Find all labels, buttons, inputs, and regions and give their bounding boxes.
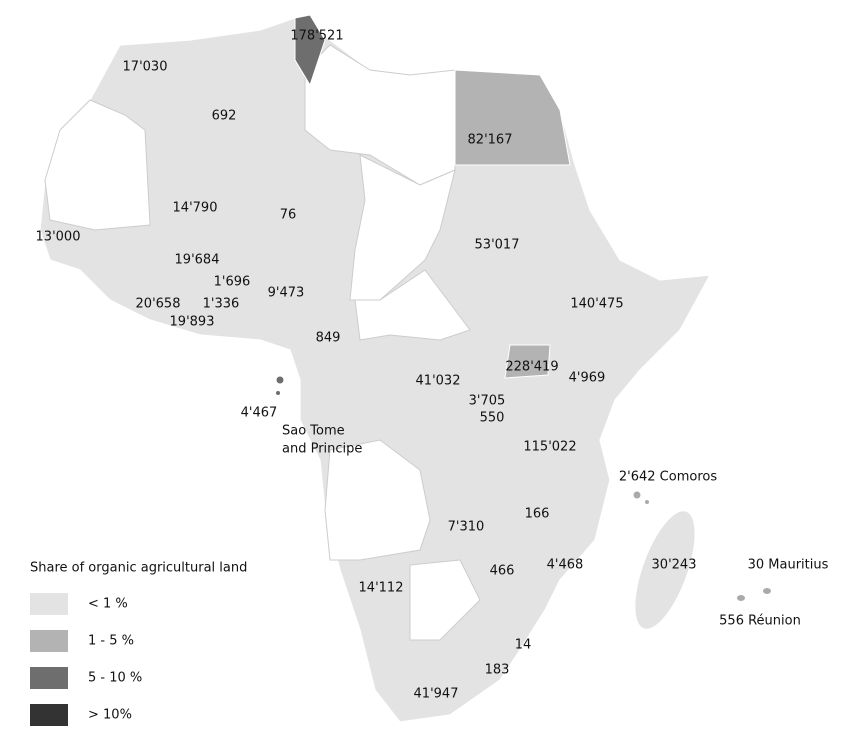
mauritius <box>763 588 771 594</box>
comoros <box>633 491 641 499</box>
region-label: 849 <box>316 331 341 346</box>
madagascar <box>635 511 695 629</box>
botswana <box>409 559 481 641</box>
region-label: 41'032 <box>416 374 461 389</box>
region-label: 4'467 <box>241 406 278 421</box>
region-label: 228'419 <box>505 360 558 375</box>
region-label: 82'167 <box>468 133 513 148</box>
region-label: 53'017 <box>475 238 520 253</box>
region-label: 76 <box>280 208 297 223</box>
region-label: 2'642 Comoros <box>619 470 717 485</box>
region-label: 166 <box>525 507 550 522</box>
region-label: 19'684 <box>175 253 220 268</box>
legend-swatch <box>30 630 68 652</box>
region-label: 556 Réunion <box>719 614 801 629</box>
region-label: 41'947 <box>414 687 459 702</box>
mauritania <box>44 99 151 231</box>
region-label: 140'475 <box>570 297 623 312</box>
legend-title: Share of organic agricultural land <box>30 561 247 576</box>
region-label: 183 <box>485 663 510 678</box>
region-label: 3'705 <box>469 394 506 409</box>
region-label: 1'336 <box>203 297 240 312</box>
legend-swatch <box>30 667 68 689</box>
region-label: 7'310 <box>448 520 485 535</box>
region-label: 115'022 <box>523 440 576 455</box>
region-label: 178'521 <box>290 29 343 44</box>
region-label: 692 <box>212 109 237 124</box>
region-label: 19'893 <box>170 315 215 330</box>
region-label: 20'658 <box>136 297 181 312</box>
region-label: 30'243 <box>652 558 697 573</box>
legend-swatch <box>30 704 68 726</box>
region-label: and Principe <box>282 442 362 457</box>
legend-label: > 10% <box>88 708 132 723</box>
region-label: 550 <box>480 411 505 426</box>
chad <box>349 154 456 301</box>
region-label: 14 <box>515 638 532 653</box>
legend-label: < 1 % <box>88 597 128 612</box>
tunisia <box>294 14 326 87</box>
region-label: 9'473 <box>268 286 305 301</box>
region-label: 17'030 <box>123 60 168 75</box>
angola <box>324 439 431 561</box>
region-label: 466 <box>490 564 515 579</box>
uganda <box>504 344 551 379</box>
region-label: 30 Mauritius <box>748 558 829 573</box>
region-label: 14'112 <box>359 581 404 596</box>
legend-swatch <box>30 593 68 615</box>
region-label: 14'790 <box>173 201 218 216</box>
reunion <box>737 595 745 601</box>
legend-label: 1 - 5 % <box>88 634 134 649</box>
car <box>354 269 471 341</box>
region-label: 13'000 <box>36 230 81 245</box>
countries <box>39 14 771 723</box>
region-label: 1'696 <box>214 275 251 290</box>
egypt <box>454 69 571 166</box>
region-label: 4'468 <box>547 558 584 573</box>
legend-label: 5 - 10 % <box>88 671 142 686</box>
region-label: Sao Tome <box>282 424 345 439</box>
region-label: 4'969 <box>569 371 606 386</box>
comoros <box>645 500 649 504</box>
principe <box>276 391 280 395</box>
sao-tome <box>276 376 284 384</box>
